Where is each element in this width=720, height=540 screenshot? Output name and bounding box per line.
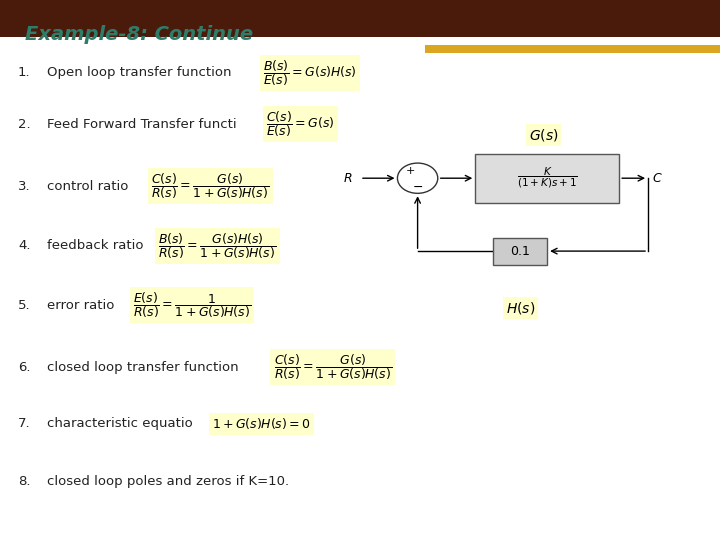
Text: $\dfrac{E(s)}{R(s)} = \dfrac{1}{1+G(s)H(s)}$: $\dfrac{E(s)}{R(s)} = \dfrac{1}{1+G(s)H(… <box>133 290 251 320</box>
Text: Open loop transfer function: Open loop transfer function <box>47 66 231 79</box>
Text: $1+G(s)H(s) = 0$: $1+G(s)H(s) = 0$ <box>212 416 311 431</box>
Text: Example-8: Continue: Example-8: Continue <box>25 25 253 44</box>
Text: error ratio: error ratio <box>47 299 114 312</box>
Text: $\dfrac{B(s)}{E(s)} = G(s)H(s)$: $\dfrac{B(s)}{E(s)} = G(s)H(s)$ <box>263 58 356 88</box>
Text: 1.: 1. <box>18 66 31 79</box>
Text: $\dfrac{B(s)}{R(s)} = \dfrac{G(s)H(s)}{1+G(s)H(s)}$: $\dfrac{B(s)}{R(s)} = \dfrac{G(s)H(s)}{1… <box>158 231 276 261</box>
Text: 3.: 3. <box>18 180 31 193</box>
Text: Feed Forward Transfer functi: Feed Forward Transfer functi <box>47 118 236 131</box>
Text: $G(s)$: $G(s)$ <box>528 127 559 143</box>
Circle shape <box>397 163 438 193</box>
Text: closed loop transfer function: closed loop transfer function <box>47 361 238 374</box>
FancyBboxPatch shape <box>475 154 619 202</box>
Text: 5.: 5. <box>18 299 31 312</box>
FancyBboxPatch shape <box>493 238 547 265</box>
Text: $R$: $R$ <box>343 172 353 185</box>
Text: 8.: 8. <box>18 475 30 488</box>
Text: $C$: $C$ <box>652 172 662 185</box>
Text: $\dfrac{K}{(1+K)s+1}$: $\dfrac{K}{(1+K)s+1}$ <box>517 166 577 190</box>
Text: closed loop poles and zeros if K=10.: closed loop poles and zeros if K=10. <box>47 475 289 488</box>
Text: +: + <box>405 166 415 176</box>
Text: 7.: 7. <box>18 417 31 430</box>
FancyBboxPatch shape <box>425 45 720 53</box>
Text: $\dfrac{C(s)}{E(s)} = G(s)$: $\dfrac{C(s)}{E(s)} = G(s)$ <box>266 109 336 139</box>
Text: $H(s)$: $H(s)$ <box>505 300 535 316</box>
Text: $\dfrac{C(s)}{R(s)} = \dfrac{G(s)}{1+G(s)H(s)}$: $\dfrac{C(s)}{R(s)} = \dfrac{G(s)}{1+G(s… <box>151 171 269 201</box>
FancyBboxPatch shape <box>0 0 720 37</box>
Text: 2.: 2. <box>18 118 31 131</box>
Text: 4.: 4. <box>18 239 30 252</box>
Text: control ratio: control ratio <box>47 180 128 193</box>
Text: −: − <box>413 181 423 194</box>
Text: $\dfrac{C(s)}{R(s)} = \dfrac{G(s)}{1+G(s)H(s)}$: $\dfrac{C(s)}{R(s)} = \dfrac{G(s)}{1+G(s… <box>274 352 392 382</box>
Text: characteristic equatio: characteristic equatio <box>47 417 192 430</box>
Text: 6.: 6. <box>18 361 30 374</box>
Text: feedback ratio: feedback ratio <box>47 239 143 252</box>
Text: 0.1: 0.1 <box>510 245 530 258</box>
